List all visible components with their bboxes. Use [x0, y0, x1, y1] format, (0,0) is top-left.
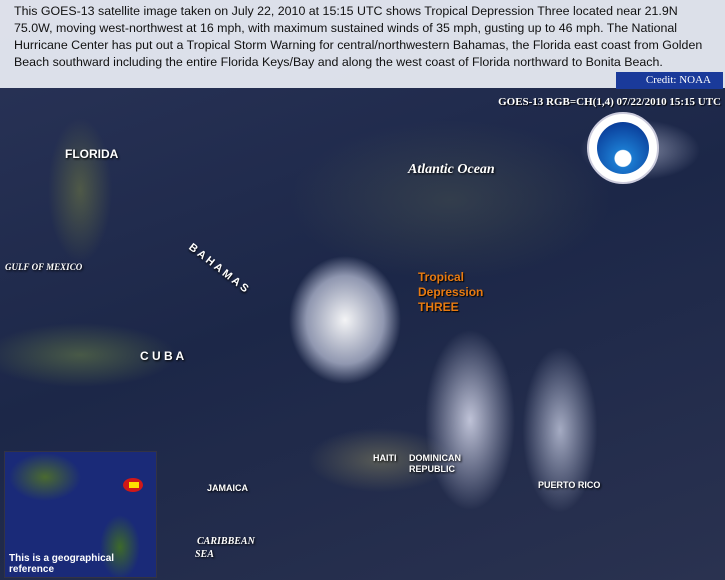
label-dominican: DOMINICAN	[409, 453, 461, 463]
credit-label: Credit: NOAA	[615, 72, 723, 89]
label-atlantic: Atlantic Ocean	[408, 162, 495, 177]
storm-label: Tropical Depression THREE	[418, 270, 483, 315]
label-gulf: GULF OF MEXICO	[5, 262, 83, 272]
storm-label-line1: Tropical	[418, 270, 465, 284]
inset-caption: This is a geographical reference	[9, 553, 115, 575]
reference-inset-map: This is a geographical reference	[4, 451, 157, 578]
storm-location-arrow-icon	[123, 478, 143, 492]
noaa-logo	[587, 112, 659, 184]
label-republic: REPUBLIC	[409, 464, 456, 474]
storm-label-line2: Depression	[418, 285, 484, 299]
label-sea: SEA	[195, 549, 214, 560]
label-haiti: HAITI	[373, 453, 397, 463]
label-jamaica: JAMAICA	[207, 483, 249, 493]
caption-text: This GOES-13 satellite image taken on Ju…	[14, 4, 703, 69]
label-caribbean: CARIBBEAN	[197, 536, 255, 547]
label-cuba: C U B A	[140, 349, 185, 363]
caption-box: This GOES-13 satellite image taken on Ju…	[0, 0, 725, 88]
label-florida: FLORIDA	[65, 147, 119, 161]
image-timestamp: GOES-13 RGB=CH(1,4) 07/22/2010 15:15 UTC	[498, 96, 721, 108]
storm-label-line3: THREE	[418, 300, 459, 314]
label-puerto-rico: PUERTO RICO	[538, 480, 601, 490]
